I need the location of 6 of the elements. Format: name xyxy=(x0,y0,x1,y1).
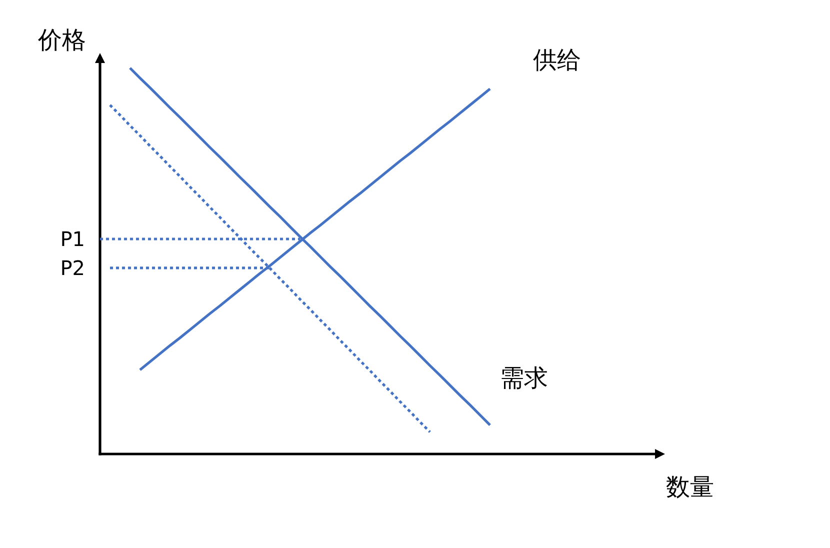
series-label: 需求 xyxy=(500,364,548,392)
series-label: P1 xyxy=(60,227,85,251)
series-label: P2 xyxy=(60,256,85,280)
y-axis-title: 价格 xyxy=(37,26,86,54)
series-label: 供给 xyxy=(533,46,581,74)
text: 数量 xyxy=(666,473,714,501)
